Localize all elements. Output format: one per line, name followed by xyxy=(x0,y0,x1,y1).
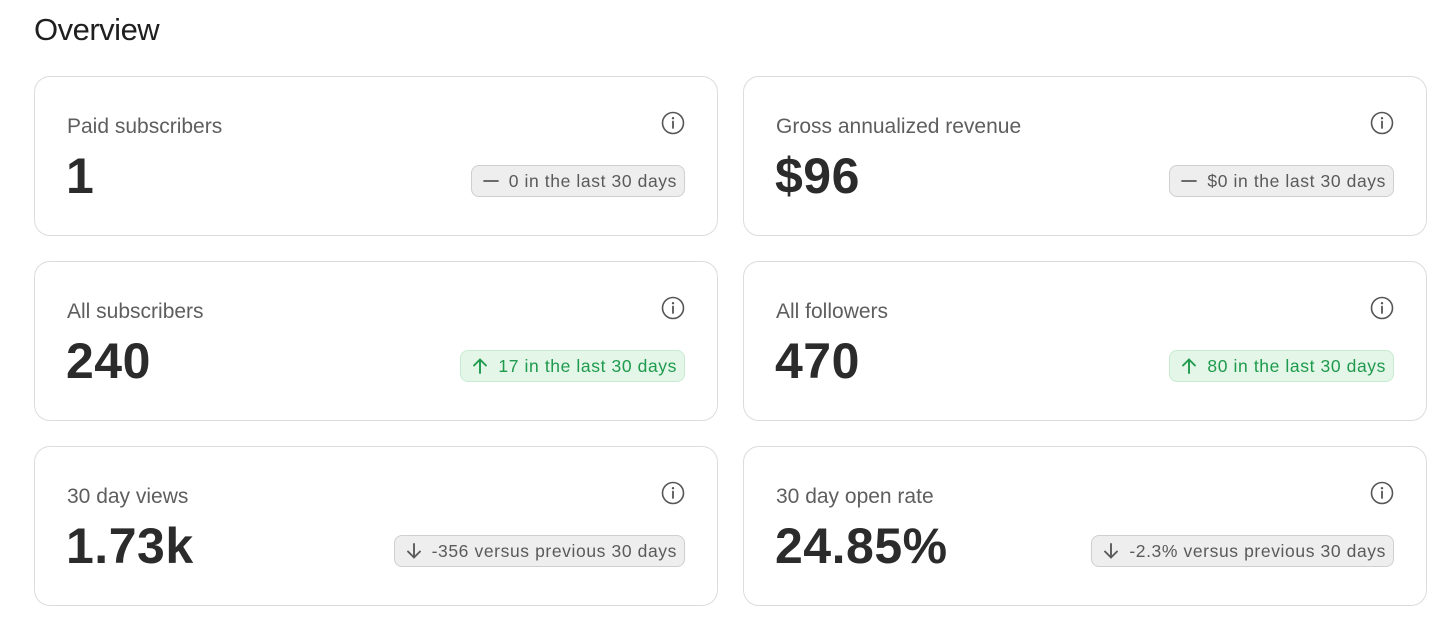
metric-label: All subscribers xyxy=(67,300,204,323)
change-badge: -356 versus previous 30 days xyxy=(393,535,685,567)
info-icon[interactable] xyxy=(1370,296,1394,320)
metric-label: Paid subscribers xyxy=(67,115,223,138)
change-text: $0 in the last 30 days xyxy=(1207,170,1386,191)
info-icon[interactable] xyxy=(661,296,685,320)
arrow-up-icon xyxy=(473,358,488,374)
change-badge: 0 in the last 30 days xyxy=(470,165,685,197)
metric-card-all-subscribers: All subscribers 240 17 in the last 30 da… xyxy=(34,261,718,421)
change-text: 80 in the last 30 days xyxy=(1207,355,1386,376)
metric-card-gross-annualized-revenue: Gross annualized revenue $96 $0 in the l… xyxy=(743,76,1427,236)
change-text: -2.3% versus previous 30 days xyxy=(1129,540,1386,561)
metric-value: 24.85% xyxy=(775,518,948,574)
metric-value: 1 xyxy=(66,148,95,204)
page-title: Overview xyxy=(34,12,160,47)
metric-label: Gross annualized revenue xyxy=(776,115,1022,138)
arrow-down-icon xyxy=(1104,543,1119,559)
metrics-grid: Paid subscribers 1 0 in the last 30 days… xyxy=(34,76,1427,606)
change-text: 17 in the last 30 days xyxy=(498,355,677,376)
metric-value: $96 xyxy=(775,148,860,204)
metric-card-30-day-open-rate: 30 day open rate 24.85% -2.3% versus pre… xyxy=(743,446,1427,606)
info-icon[interactable] xyxy=(1370,481,1394,505)
change-text: -356 versus previous 30 days xyxy=(431,540,677,561)
change-badge: 80 in the last 30 days xyxy=(1169,350,1394,382)
change-badge: 17 in the last 30 days xyxy=(460,350,685,382)
metric-label: All followers xyxy=(776,300,889,323)
info-icon[interactable] xyxy=(661,111,685,135)
metric-value: 240 xyxy=(66,333,151,389)
metric-label: 30 day views xyxy=(67,485,189,508)
dash-icon xyxy=(482,180,499,182)
arrow-down-icon xyxy=(406,543,421,559)
metric-value: 1.73k xyxy=(66,518,194,574)
metric-card-30-day-views: 30 day views 1.73k -356 versus previous … xyxy=(34,446,718,606)
arrow-up-icon xyxy=(1182,358,1197,374)
dash-icon xyxy=(1181,180,1198,182)
info-icon[interactable] xyxy=(661,481,685,505)
change-text: 0 in the last 30 days xyxy=(508,170,677,191)
metric-card-paid-subscribers: Paid subscribers 1 0 in the last 30 days xyxy=(34,76,718,236)
metric-label: 30 day open rate xyxy=(776,485,934,508)
info-icon[interactable] xyxy=(1370,111,1394,135)
change-badge: -2.3% versus previous 30 days xyxy=(1091,535,1394,567)
change-badge: $0 in the last 30 days xyxy=(1169,165,1394,197)
metric-value: 470 xyxy=(775,333,860,389)
metric-card-all-followers: All followers 470 80 in the last 30 days xyxy=(743,261,1427,421)
